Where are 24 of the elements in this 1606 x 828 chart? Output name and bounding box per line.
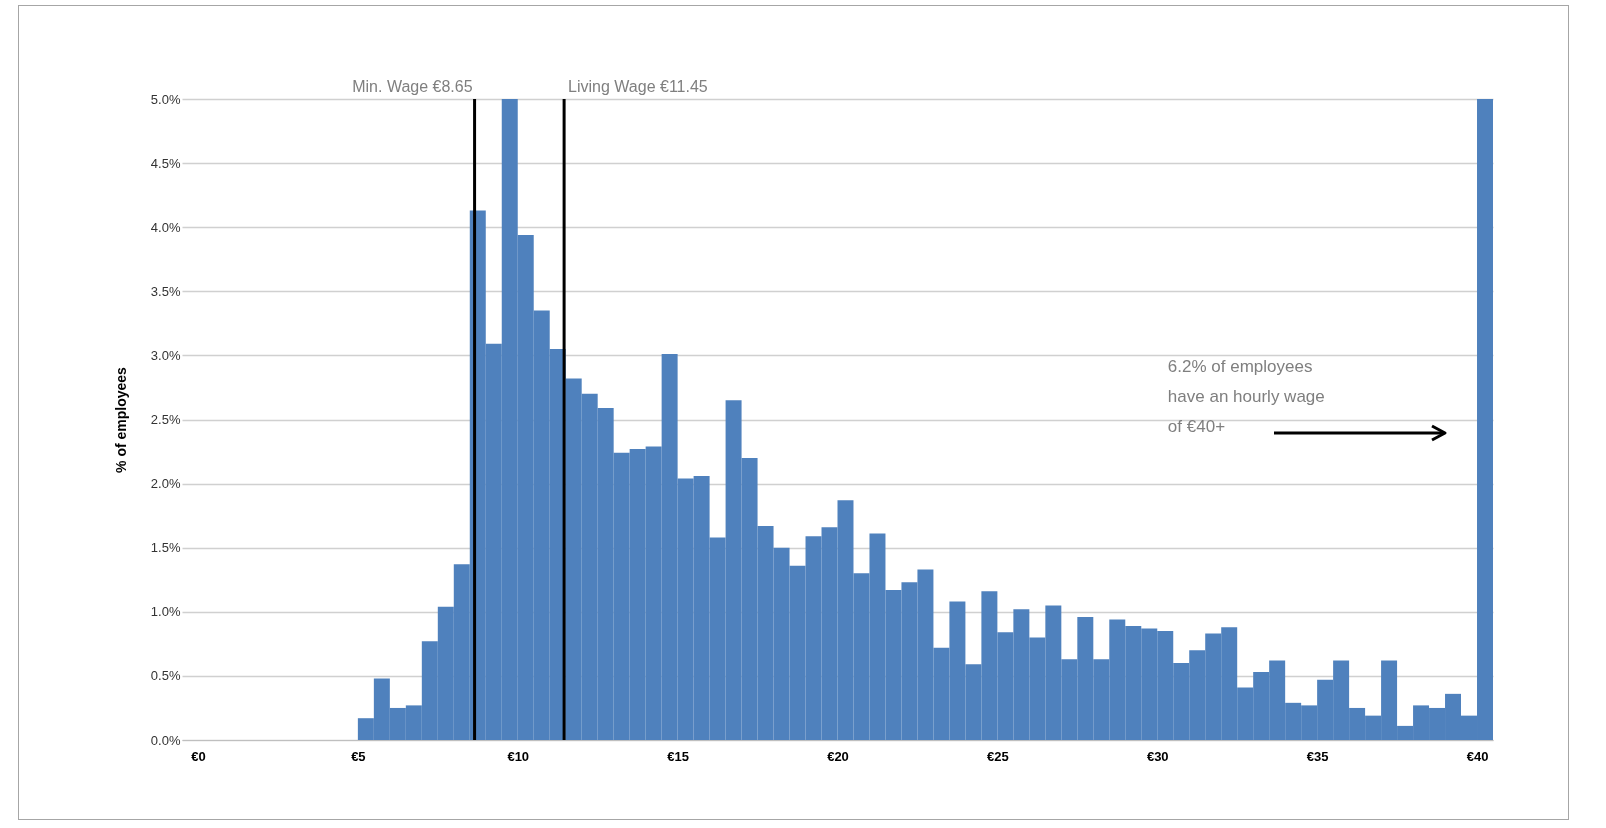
- y-tick-label: 5.0%: [150, 91, 181, 107]
- x-tick-label: €15: [667, 748, 689, 764]
- x-tick-label: €40: [1466, 748, 1489, 764]
- ref-line-label: Min. Wage €8.65: [352, 78, 473, 95]
- x-tick-label: €30: [1146, 748, 1169, 764]
- y-tick-label: 4.5%: [150, 155, 181, 171]
- y-tick-label: 0.5%: [150, 668, 181, 684]
- y-tick-label: 2.5%: [150, 412, 181, 427]
- x-tick-label: €5: [351, 748, 366, 764]
- ref-line-label: Living Wage €11.45: [568, 78, 708, 95]
- annotation: 6.2% of employees have an hourly wage of €40+: [1167, 356, 1325, 436]
- x-tick-label: €35: [1306, 748, 1329, 764]
- y-tick-label: 2.0%: [150, 476, 181, 492]
- y-tick-label: 1.5%: [150, 540, 181, 556]
- x-tick-label: €20: [827, 748, 849, 764]
- y-tick-label: 1.0%: [150, 604, 181, 620]
- y-tick-label: 4.0%: [150, 219, 181, 235]
- y-axis-title: % of employees: [112, 366, 129, 473]
- y-tick-label: 0.0%: [150, 732, 181, 748]
- x-tick-label: €0: [191, 748, 206, 764]
- x-tick-label: €10: [507, 748, 530, 764]
- y-tick-label: 3.5%: [150, 283, 181, 299]
- x-tick-label: €25: [987, 748, 1009, 764]
- y-tick-label: 3.0%: [150, 347, 181, 363]
